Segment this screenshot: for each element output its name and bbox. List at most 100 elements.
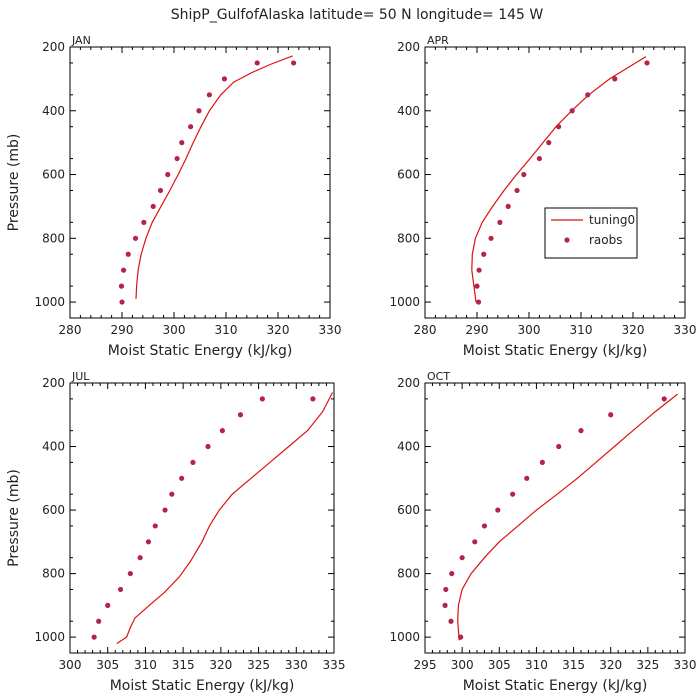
data-point-raobs bbox=[476, 267, 482, 273]
panel-label: JAN bbox=[71, 34, 91, 47]
y-tick-label: 600 bbox=[42, 168, 65, 182]
x-tick-label: 320 bbox=[267, 323, 290, 337]
x-tick-label: 300 bbox=[451, 658, 474, 672]
x-tick-label: 295 bbox=[414, 658, 437, 672]
x-tick-label: 310 bbox=[134, 658, 157, 672]
data-point-raobs bbox=[472, 539, 478, 545]
series-line-tuning0 bbox=[116, 392, 334, 645]
y-tick-label: 200 bbox=[42, 40, 65, 54]
y-tick-label: 200 bbox=[397, 376, 420, 390]
data-point-raobs bbox=[556, 124, 562, 130]
panel-label: JUL bbox=[71, 370, 90, 383]
data-point-raobs bbox=[661, 396, 667, 402]
legend-box bbox=[544, 207, 638, 259]
data-point-raobs bbox=[165, 171, 171, 178]
x-tick-label: 280 bbox=[59, 323, 82, 337]
x-axis-label: Moist Static Energy (kJ/kg) bbox=[108, 343, 293, 359]
x-tick-label: 315 bbox=[172, 658, 195, 672]
y-axis-label: Pressure (mb) bbox=[6, 469, 22, 567]
panel-apr: APR 280 290 300 310 320 330 200 400 600 800 1000 Moi… bbox=[389, 34, 696, 359]
y-tick-label: 1000 bbox=[389, 630, 420, 644]
data-point-raobs bbox=[514, 187, 520, 194]
data-point-raobs bbox=[169, 491, 175, 497]
panel-label: OCT bbox=[427, 370, 450, 383]
y-axis-label: Pressure (mb) bbox=[6, 134, 22, 232]
plot-frame bbox=[424, 46, 686, 319]
data-point-raobs bbox=[141, 219, 147, 225]
data-point-raobs bbox=[125, 251, 131, 257]
data-point-raobs bbox=[118, 283, 125, 289]
data-point-raobs bbox=[190, 459, 196, 466]
panel-label: APR bbox=[427, 34, 449, 47]
data-point-raobs bbox=[585, 92, 591, 98]
data-point-raobs bbox=[495, 507, 501, 513]
data-point-raobs bbox=[96, 618, 102, 624]
data-point-raobs bbox=[162, 507, 168, 513]
y-tick-label: 1000 bbox=[389, 295, 420, 309]
legend-marker-swatch bbox=[564, 237, 570, 243]
y-tick-label: 800 bbox=[42, 567, 65, 581]
data-point-raobs bbox=[612, 76, 618, 82]
legend-label: raobs bbox=[589, 233, 623, 247]
data-point-raobs bbox=[105, 602, 111, 608]
data-point-raobs bbox=[488, 235, 494, 241]
panel-oct: OCT 295 300 305 310 315 320 325 330 200 400 600 800 1… bbox=[389, 370, 696, 694]
x-tick-label: 325 bbox=[247, 658, 270, 672]
y-tick-label: 1000 bbox=[34, 630, 65, 644]
data-point-raobs bbox=[510, 491, 516, 497]
data-point-raobs bbox=[254, 60, 260, 66]
legend: tuning0 raobs bbox=[544, 207, 638, 259]
data-point-raobs bbox=[152, 523, 158, 529]
x-tick-label: 325 bbox=[636, 658, 659, 672]
data-point-raobs bbox=[196, 108, 202, 114]
x-axis-label: Moist Static Energy (kJ/kg) bbox=[110, 678, 295, 694]
data-point-raobs bbox=[569, 108, 575, 114]
y-tick-label: 400 bbox=[42, 104, 65, 118]
data-point-raobs bbox=[505, 203, 511, 210]
data-point-raobs bbox=[174, 155, 180, 162]
x-tick-label: 290 bbox=[111, 323, 134, 337]
data-point-raobs bbox=[310, 396, 316, 402]
data-point-raobs bbox=[578, 428, 584, 434]
x-tick-label: 330 bbox=[674, 323, 697, 337]
data-point-raobs bbox=[474, 283, 480, 289]
x-tick-label: 320 bbox=[209, 658, 232, 672]
y-tick-label: 200 bbox=[397, 40, 420, 54]
data-point-raobs bbox=[497, 219, 503, 225]
data-point-raobs bbox=[117, 586, 124, 593]
data-point-raobs bbox=[556, 443, 562, 450]
x-tick-label: 305 bbox=[488, 658, 511, 672]
data-point-raobs bbox=[91, 634, 97, 640]
y-tick-label: 400 bbox=[397, 440, 420, 454]
data-point-raobs bbox=[539, 459, 545, 466]
data-point-raobs bbox=[179, 475, 185, 481]
data-point-raobs bbox=[536, 155, 543, 162]
data-point-raobs bbox=[119, 299, 125, 305]
y-tick-label: 400 bbox=[397, 104, 420, 118]
y-tick-label: 800 bbox=[397, 231, 420, 245]
x-tick-label: 315 bbox=[562, 658, 585, 672]
data-point-raobs bbox=[524, 475, 530, 481]
series-line-tuning0 bbox=[135, 55, 293, 299]
panel-jan: JAN 280 290 300 310 320 330 200 400 600 800 1000 Moi… bbox=[6, 34, 341, 359]
data-point-raobs bbox=[449, 570, 455, 577]
data-point-raobs bbox=[259, 396, 265, 402]
data-point-raobs bbox=[127, 570, 133, 577]
legend-label: tuning0 bbox=[589, 213, 635, 227]
series-line-tuning0 bbox=[457, 393, 678, 641]
x-tick-label: 310 bbox=[215, 323, 238, 337]
data-point-raobs bbox=[137, 555, 143, 561]
x-tick-label: 330 bbox=[319, 323, 342, 337]
data-point-raobs bbox=[644, 60, 650, 66]
x-tick-label: 320 bbox=[599, 658, 622, 672]
y-tick-label: 600 bbox=[397, 168, 420, 182]
data-point-raobs bbox=[481, 523, 488, 529]
data-point-raobs bbox=[481, 251, 487, 257]
x-tick-label: 310 bbox=[570, 323, 593, 337]
data-point-raobs bbox=[120, 267, 127, 273]
data-point-raobs bbox=[475, 299, 482, 305]
data-point-raobs bbox=[188, 124, 194, 130]
x-tick-label: 330 bbox=[285, 658, 308, 672]
x-axis-label: Moist Static Energy (kJ/kg) bbox=[463, 343, 648, 359]
plot-frame bbox=[69, 46, 331, 319]
